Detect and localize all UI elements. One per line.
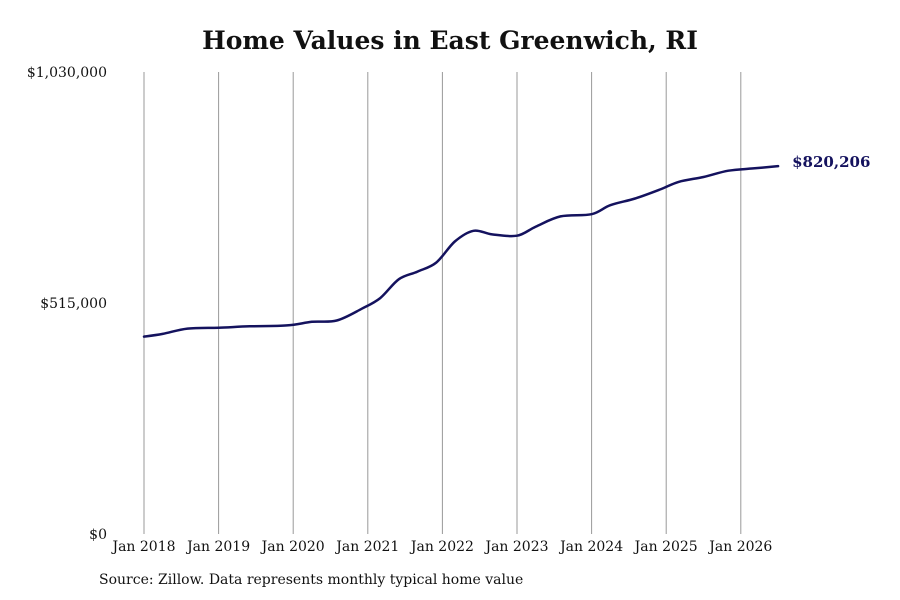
x-tick-label: Jan 2020: [260, 539, 325, 555]
x-tick-label: Jan 2025: [633, 539, 698, 555]
x-axis-labels: Jan 2018 Jan 2019 Jan 2020 Jan 2021 Jan 2022…: [110, 539, 772, 555]
y-axis-labels: $0 $515,000 $1,030,000: [27, 65, 107, 543]
y-tick-label: $0: [89, 527, 107, 543]
home-value-line: [142, 164, 780, 338]
vertical-gridlines: [143, 72, 742, 534]
x-tick-label: Jan 2026: [707, 539, 772, 555]
x-tick-label: Jan 2021: [334, 539, 399, 555]
chart-title: Home Values in East Greenwich, RI: [202, 26, 698, 55]
y-tick-label: $515,000: [40, 296, 107, 312]
x-tick-label: Jan 2019: [185, 539, 250, 555]
latest-value-label: $820,206: [792, 153, 870, 171]
x-tick-label: Jan 2022: [409, 539, 474, 555]
x-tick-label: Jan 2018: [110, 539, 175, 555]
x-tick-label: Jan 2024: [558, 539, 623, 555]
y-tick-label: $1,030,000: [27, 65, 107, 81]
source-note: Source: Zillow. Data represents monthly …: [99, 572, 524, 588]
x-tick-label: Jan 2023: [483, 539, 548, 555]
